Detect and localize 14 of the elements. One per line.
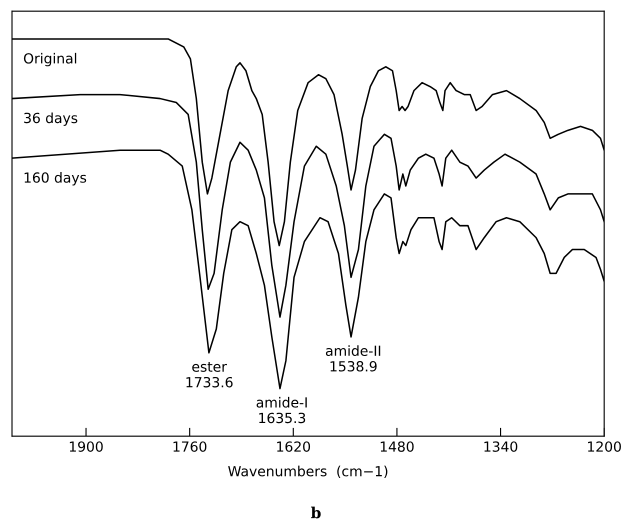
x-tick-label: 1620 bbox=[277, 441, 310, 452]
x-tick-label: 1760 bbox=[174, 441, 206, 452]
series-label: 36 days bbox=[24, 112, 78, 126]
annotation: amide-II 1538.9 bbox=[326, 345, 380, 372]
text: b bbox=[311, 506, 321, 518]
x-axis-title: Wavenumbers (cm−1) bbox=[228, 466, 388, 478]
annotation: amide-I 1635.3 bbox=[256, 396, 307, 424]
x-tick-label: 1200 bbox=[588, 441, 621, 452]
x-tick-label: 1900 bbox=[70, 441, 103, 452]
series-label: 160 days bbox=[24, 172, 86, 186]
x-tick-label: 1340 bbox=[484, 441, 518, 452]
annotation: ester 1733.6 bbox=[186, 362, 233, 388]
series-label: Original bbox=[24, 52, 76, 66]
x-tick-label: 1480 bbox=[380, 441, 414, 452]
